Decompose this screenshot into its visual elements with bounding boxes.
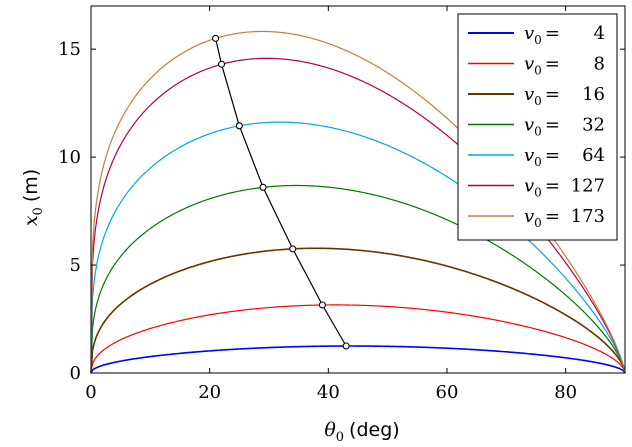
- y-tick-label-15: 15: [58, 39, 81, 60]
- series-line-v0-4: [90, 345, 626, 374]
- y-tick-label-5: 5: [70, 255, 81, 276]
- x-tick-label-20: 20: [198, 382, 221, 403]
- locus-point-v0-32: [259, 183, 267, 191]
- series-curves: [90, 30, 626, 374]
- legend-value-v0-16: 16: [582, 84, 605, 105]
- x-tick-label-40: 40: [317, 382, 340, 403]
- legend-label-v0-4: v0 =: [524, 23, 560, 47]
- legend: v0 = 4 v0 = 8 v0 = 16 v0 = 32 v0 = 64 v0 = 127 v0 = 173: [457, 13, 618, 241]
- locus-point-v0-4: [342, 342, 350, 350]
- y-axis-unit: (m): [20, 169, 42, 202]
- x-tick-label-80: 80: [554, 382, 577, 403]
- max-range-locus: [212, 34, 350, 350]
- legend-label-v0-16: v0 =: [524, 84, 560, 108]
- legend-value-v0-8: 8: [594, 54, 605, 75]
- legend-box: [457, 13, 618, 241]
- legend-value-v0-64: 64: [582, 145, 605, 166]
- series-line-v0-64: [90, 121, 626, 374]
- legend-label-v0-173: v0 =: [524, 206, 560, 230]
- legend-value-v0-127: 127: [571, 176, 605, 197]
- series-line-v0-8: [90, 304, 626, 374]
- plot-frame: [90, 5, 626, 374]
- locus-point-v0-127: [217, 60, 226, 68]
- y-axis-subscript: 0: [31, 207, 46, 215]
- axis-ticks: 0 20 40 60 80 0 5 10 15: [58, 6, 625, 403]
- legend-value-v0-173: 173: [571, 206, 605, 227]
- y-tick-label-0: 0: [70, 363, 81, 384]
- x-tick-label-0: 0: [85, 382, 96, 403]
- y-axis-label: x0 (m): [20, 169, 46, 226]
- locus-point-v0-16: [289, 245, 297, 253]
- legend-value-v0-32: 32: [582, 115, 605, 136]
- legend-value-v0-4: 4: [594, 23, 605, 44]
- legend-label-v0-64: v0 =: [524, 145, 560, 169]
- x-axis-unit: (deg): [349, 419, 400, 441]
- locus-point-v0-64: [235, 122, 243, 130]
- legend-label-v0-8: v0 =: [524, 54, 560, 78]
- locus-point-v0-173: [212, 34, 220, 42]
- x-axis-symbol: θ: [324, 419, 336, 441]
- x-tick-label-60: 60: [436, 382, 459, 403]
- x-axis-label: θ0 (deg): [324, 419, 399, 445]
- x-axis-subscript: 0: [336, 430, 344, 445]
- legend-label-v0-32: v0 =: [524, 115, 560, 139]
- y-axis-symbol: x: [20, 215, 42, 226]
- y-tick-label-10: 10: [58, 147, 81, 168]
- legend-label-v0-127: v0 =: [524, 176, 560, 200]
- series-line-v0-16: [90, 247, 626, 374]
- locus-point-v0-8: [318, 301, 326, 309]
- series-line-v0-32: [90, 184, 626, 374]
